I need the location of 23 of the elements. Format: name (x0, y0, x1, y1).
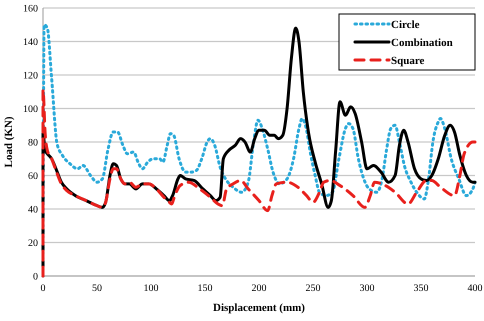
y-tick-label: 120 (23, 70, 38, 82)
y-tick-label: 100 (23, 104, 38, 115)
y-tick-label: 80 (28, 138, 38, 148)
x-axis-title: Displacement (mm) (213, 302, 306, 314)
x-tick-label: 100 (144, 283, 158, 294)
legend-label: Circle (391, 18, 420, 31)
x-tick-label: 400 (468, 283, 482, 294)
y-tick-label: 60 (28, 171, 38, 182)
x-tick-label: 250 (306, 283, 320, 294)
y-tick-label: 140 (23, 37, 38, 48)
y-tick-label: 40 (28, 204, 38, 216)
y-axis-title: Load (KN) (3, 116, 15, 168)
x-tick-label: 350 (414, 283, 428, 294)
x-tick-label: 200 (252, 283, 266, 294)
x-tick-label: 150 (198, 283, 212, 294)
y-tick-label: 20 (28, 238, 38, 249)
legend-label: Square (391, 54, 425, 67)
x-tick-label: 50 (92, 283, 102, 294)
y-tick-label: 0 (33, 272, 38, 282)
legend-label: Combination (391, 36, 453, 49)
x-tick-label: 0 (40, 283, 46, 294)
x-tick-label: 300 (360, 283, 374, 294)
y-tick-label: 160 (23, 4, 38, 14)
